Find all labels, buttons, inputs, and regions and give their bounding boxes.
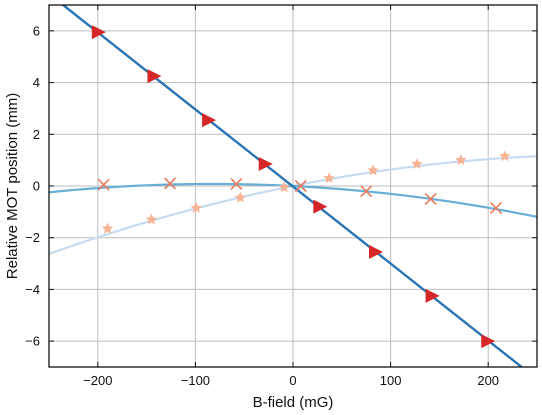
- data-point-star: [101, 222, 114, 234]
- x-tick-label: 200: [477, 373, 499, 388]
- data-point-x: [97, 178, 110, 191]
- y-tick-label: −4: [25, 282, 40, 297]
- data-point-triangle: [481, 334, 496, 349]
- data-point-x: [489, 201, 503, 215]
- data-point-star: [323, 172, 335, 184]
- data-point-triangle: [202, 113, 217, 128]
- y-tick-label: 2: [33, 127, 40, 142]
- x-tick-label: −200: [83, 373, 112, 388]
- data-point-star: [145, 213, 158, 225]
- data-point-x: [424, 192, 437, 205]
- ticks: −200 −100 0 100 200 −6 −4 −2 0 2 4 6: [25, 5, 537, 388]
- data-point-star: [234, 191, 246, 203]
- fit-lines: [49, 5, 537, 367]
- y-tick-label: 0: [33, 179, 40, 194]
- data-point-x: [163, 177, 177, 190]
- x-tick-label: −100: [181, 373, 210, 388]
- data-point-triangle: [368, 244, 383, 259]
- y-tick-label: 4: [33, 75, 40, 90]
- y-tick-label: −2: [25, 230, 40, 245]
- data-point-x: [360, 185, 373, 198]
- data-point-star: [367, 164, 379, 176]
- data-markers: [91, 25, 511, 349]
- data-point-x: [230, 177, 243, 190]
- data-point-x: [294, 179, 307, 193]
- y-tick-label: −6: [25, 334, 40, 349]
- data-point-triangle: [91, 25, 106, 40]
- y-axis-label: Relative MOT position (mm): [4, 93, 21, 279]
- data-point-triangle: [425, 288, 440, 303]
- x-tick-label: 0: [289, 373, 296, 388]
- x-tick-label: 100: [380, 373, 402, 388]
- data-point-star: [190, 201, 203, 213]
- data-point-triangle: [313, 199, 328, 214]
- data-point-star: [499, 150, 511, 162]
- y-tick-label: 6: [33, 23, 40, 38]
- fit-line: [61, 5, 524, 367]
- data-point-triangle: [147, 69, 162, 84]
- data-point-triangle: [258, 157, 273, 172]
- data-point-star: [455, 154, 467, 165]
- data-point-star: [411, 158, 423, 169]
- x-axis-label: B-field (mG): [253, 394, 334, 411]
- data-point-star: [278, 181, 290, 193]
